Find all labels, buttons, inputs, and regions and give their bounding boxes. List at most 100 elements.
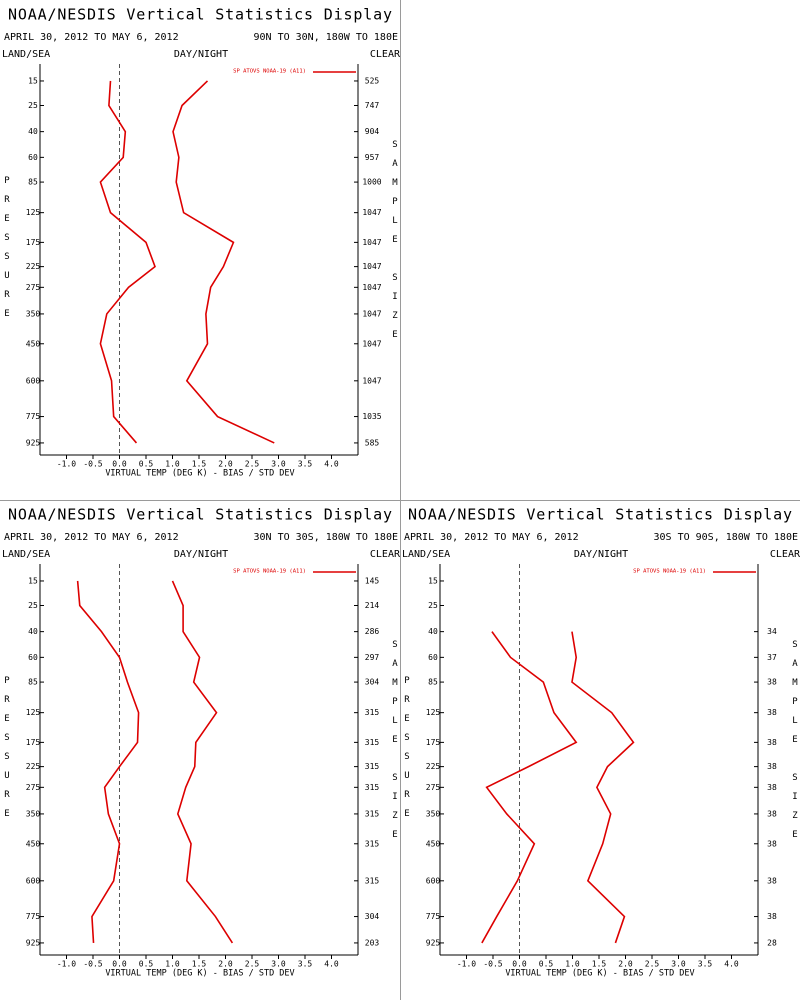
x-tick-label: 1.5 [192, 460, 207, 469]
sample-size-label: 203 [365, 938, 380, 947]
subtitle: APRIL 30, 2012 TO MAY 6, 2012 [4, 532, 179, 543]
y-tick-label: 85 [28, 678, 38, 687]
sample-size-label: 315 [365, 809, 380, 818]
right-label: CLEAR [370, 549, 400, 560]
x-tick-label: 0.0 [512, 960, 527, 969]
x-tick-label: 0.0 [112, 460, 127, 469]
y-tick-label: 40 [428, 627, 438, 636]
sample-size-label: 145 [365, 576, 380, 585]
y-tick-label: 925 [26, 938, 41, 947]
sample-size-label: 286 [365, 627, 380, 636]
bias-line [481, 631, 578, 944]
region: 30N TO 30S, 180W TO 180E [254, 532, 399, 543]
sample-size-label: 38 [767, 912, 777, 921]
x-tick-label: 1.0 [165, 960, 180, 969]
y2-axis-label: SAMPLE SIZE [790, 640, 800, 849]
y-axis-label: PRESSURE [402, 676, 412, 828]
sample-size-label: 304 [365, 678, 380, 687]
y2-axis-label: SAMPLE SIZE [390, 640, 400, 849]
y-axis-label: PRESSURE [2, 676, 12, 828]
sample-size-label: 297 [365, 653, 380, 662]
y-tick-label: 450 [426, 839, 441, 848]
sample-size-label: 1047 [362, 376, 381, 385]
sample-size-label: 37 [767, 653, 777, 662]
chart: NOAA/NESDIS Vertical Statistics Display A… [402, 506, 800, 979]
y-tick-label: 450 [26, 839, 41, 848]
legend-label: SP ATOVS NOAA-19 (A11) [233, 69, 306, 75]
x-tick-label: 2.5 [645, 960, 660, 969]
y-tick-label: 15 [28, 76, 38, 85]
y-tick-label: 600 [26, 376, 41, 385]
x-axis-label: VIRTUAL TEMP (DEG K) - BIAS / STD DEV [505, 969, 694, 979]
bias-line [76, 580, 140, 943]
region: 30S TO 90S, 180W TO 180E [654, 532, 799, 543]
y-tick-label: 125 [26, 208, 41, 217]
y-tick-label: 175 [26, 738, 41, 747]
center-label: DAY/NIGHT [574, 549, 628, 560]
x-tick-label: -1.0 [57, 960, 76, 969]
x-tick-label: 0.5 [139, 460, 154, 469]
y-tick-label: 15 [428, 576, 438, 585]
x-tick-label: -1.0 [457, 960, 476, 969]
x-tick-label: 3.0 [271, 960, 286, 969]
chart-title: NOAA/NESDIS Vertical Statistics Display [8, 506, 392, 524]
x-tick-label: 2.0 [218, 460, 233, 469]
x-tick-label: 2.0 [618, 960, 633, 969]
sample-size-label: 315 [365, 738, 380, 747]
x-tick-label: 3.0 [671, 960, 686, 969]
x-tick-label: 1.5 [592, 960, 607, 969]
sample-size-label: 1035 [362, 412, 381, 421]
y2-axis-label: SAMPLE SIZE [390, 140, 400, 349]
y-tick-label: 60 [28, 153, 38, 162]
x-tick-label: 3.5 [698, 960, 713, 969]
sample-size-label: 315 [365, 708, 380, 717]
sample-size-label: 38 [767, 678, 777, 687]
sample-size-label: 38 [767, 762, 777, 771]
y-axis-label: PRESSURE [2, 176, 12, 328]
sample-size-label: 34 [767, 627, 777, 636]
sample-size-label: 315 [365, 876, 380, 885]
y-tick-label: 85 [28, 178, 38, 187]
y-tick-label: 350 [26, 309, 41, 318]
y-tick-label: 925 [426, 938, 441, 947]
x-tick-label: -0.5 [483, 960, 502, 969]
sample-size-label: 1047 [362, 283, 381, 292]
x-tick-label: -0.5 [83, 960, 102, 969]
sample-size-label: 38 [767, 809, 777, 818]
sample-size-label: 38 [767, 738, 777, 747]
y-tick-label: 225 [26, 262, 41, 271]
chart-title: NOAA/NESDIS Vertical Statistics Display [408, 506, 792, 524]
left-label: LAND/SEA [2, 49, 50, 60]
sample-size-label: 315 [365, 783, 380, 792]
x-tick-label: 1.0 [565, 960, 580, 969]
x-tick-label: 1.5 [192, 960, 207, 969]
right-label: CLEAR [770, 549, 800, 560]
sample-size-label: 214 [365, 601, 380, 610]
right-label: CLEAR [370, 49, 400, 60]
sample-size-label: 38 [767, 876, 777, 885]
x-tick-label: 2.5 [245, 960, 260, 969]
x-tick-label: 3.0 [271, 460, 286, 469]
sample-size-label: 38 [767, 708, 777, 717]
legend-label: SP ATOVS NOAA-19 (A11) [633, 569, 706, 575]
subtitle: APRIL 30, 2012 TO MAY 6, 2012 [4, 32, 179, 43]
sample-size-label: 957 [365, 153, 380, 162]
x-tick-label: 0.0 [112, 960, 127, 969]
separator [0, 500, 800, 501]
sample-size-label: 38 [767, 839, 777, 848]
sample-size-label: 1047 [362, 208, 381, 217]
y-tick-label: 275 [426, 783, 441, 792]
sample-size-label: 1047 [362, 339, 381, 348]
center-label: DAY/NIGHT [174, 49, 228, 60]
y-tick-label: 275 [26, 283, 41, 292]
region: 90N TO 30N, 180W TO 180E [254, 32, 399, 43]
subtitle: APRIL 30, 2012 TO MAY 6, 2012 [404, 532, 579, 543]
y-tick-label: 600 [426, 876, 441, 885]
panel: NOAA/NESDIS Vertical Statistics Display A… [0, 0, 400, 500]
y-tick-label: 15 [28, 576, 38, 585]
sample-size-label: 1047 [362, 262, 381, 271]
y-tick-label: 350 [26, 809, 41, 818]
left-label: LAND/SEA [402, 549, 450, 560]
sample-size-label: 1047 [362, 309, 381, 318]
